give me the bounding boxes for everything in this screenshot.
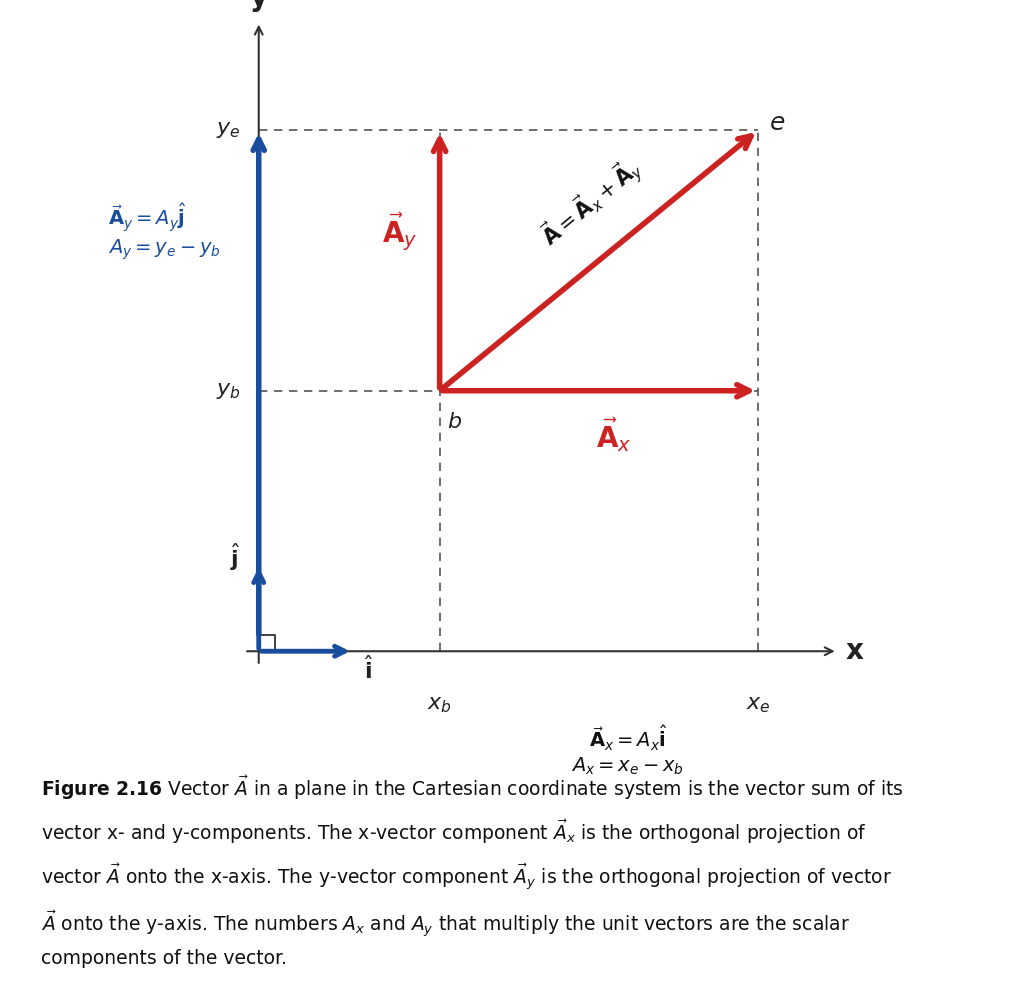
Text: $\mathbf{x}$: $\mathbf{x}$ <box>845 637 864 665</box>
Text: $x_b$: $x_b$ <box>427 694 452 715</box>
Text: $y_b$: $y_b$ <box>216 381 241 401</box>
Text: $\hat{\mathbf{i}}$: $\hat{\mathbf{i}}$ <box>364 655 374 683</box>
Text: $\hat{\mathbf{j}}$: $\hat{\mathbf{j}}$ <box>230 542 241 573</box>
Text: $\vec{\mathbf{A}}_x = A_x\hat{\mathbf{i}}$
$A_x = x_e - x_b$: $\vec{\mathbf{A}}_x = A_x\hat{\mathbf{i}… <box>571 724 684 777</box>
Text: $\vec{\mathbf{A}}_y$: $\vec{\mathbf{A}}_y$ <box>382 210 418 253</box>
Text: $y_e$: $y_e$ <box>216 121 241 141</box>
Text: $\vec{\mathbf{A}}_x$: $\vec{\mathbf{A}}_x$ <box>596 415 631 453</box>
Text: $e$: $e$ <box>769 111 785 135</box>
Text: $\vec{\mathbf{A}} = \vec{\mathbf{A}}_x + \vec{\mathbf{A}}_y$: $\vec{\mathbf{A}} = \vec{\mathbf{A}}_x +… <box>535 152 649 253</box>
Text: $\bf{Figure\ 2.16}$ Vector $\vec{A}$ in a plane in the Cartesian coordinate syst: $\bf{Figure\ 2.16}$ Vector $\vec{A}$ in … <box>41 774 903 968</box>
Text: $\vec{\mathbf{A}}_y = A_y\hat{\mathbf{j}}$
$A_y = y_e - y_b$: $\vec{\mathbf{A}}_y = A_y\hat{\mathbf{j}… <box>109 201 221 261</box>
Text: $b$: $b$ <box>446 412 462 432</box>
Text: $x_e$: $x_e$ <box>745 694 770 715</box>
Text: $\mathbf{y}$: $\mathbf{y}$ <box>249 0 268 14</box>
